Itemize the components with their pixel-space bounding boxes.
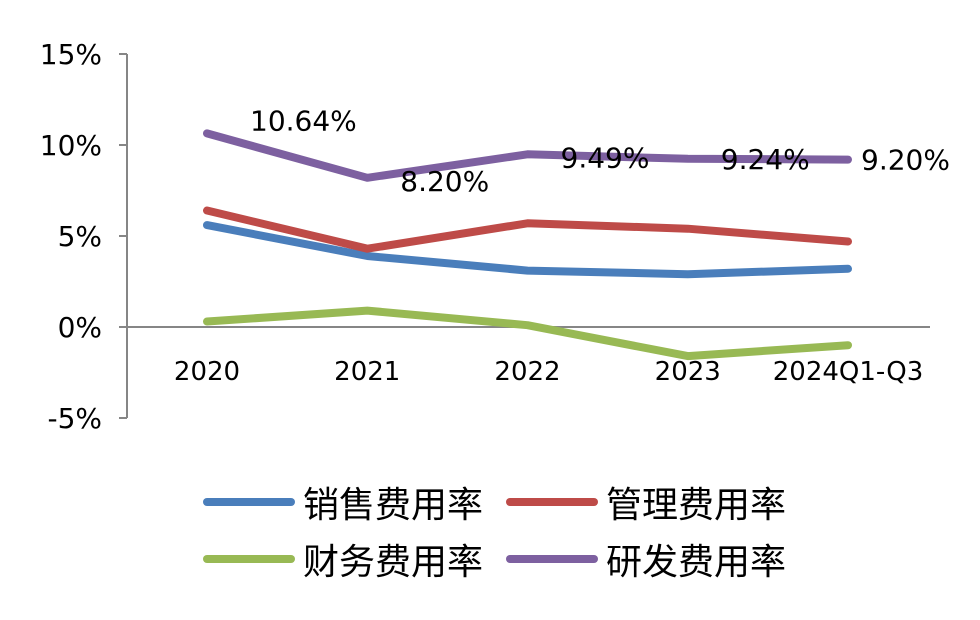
y-tick-label: 15% <box>40 38 102 71</box>
y-tick-label: 0% <box>58 311 102 344</box>
y-tick-label: -5% <box>47 402 102 435</box>
x-tick-label: 2023 <box>655 357 721 387</box>
y-tick-label: 5% <box>58 220 102 253</box>
x-tick-label: 2020 <box>174 357 240 387</box>
series-line-sales-expense <box>203 221 852 279</box>
x-tick-label: 2024Q1-Q3 <box>773 357 924 387</box>
x-tick-label: 2022 <box>494 357 560 387</box>
x-tick-label: 2021 <box>334 357 400 387</box>
series-line-admin-expense <box>203 206 852 253</box>
data-label: 9.24% <box>721 143 810 176</box>
series-line-finance-expense <box>203 306 852 361</box>
series-line-rd-expense <box>203 129 852 182</box>
data-label: 9.49% <box>561 141 650 174</box>
data-label: 10.64% <box>250 104 357 137</box>
data-label: 9.20% <box>861 144 950 177</box>
data-label: 8.20% <box>400 165 489 198</box>
y-tick-label: 10% <box>40 129 102 162</box>
